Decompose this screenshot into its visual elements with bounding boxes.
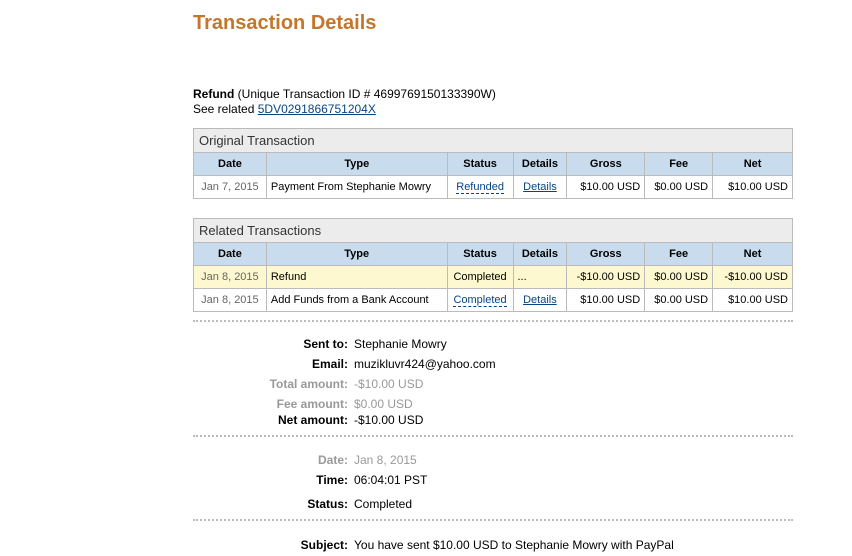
col-gross: Gross	[566, 152, 646, 176]
col-type: Type	[265, 242, 448, 266]
divider	[193, 320, 793, 322]
table-caption: Original Transaction	[193, 128, 793, 153]
table-row: Jan 7, 2015 Payment From Stephanie Mowry…	[193, 175, 793, 199]
time-label: Time:	[316, 473, 348, 487]
cell-net: $10.00 USD	[712, 175, 793, 199]
cell-type: Add Funds from a Bank Account	[265, 288, 448, 312]
cell-net: $10.00 USD	[712, 288, 793, 312]
table-caption: Related Transactions	[193, 218, 793, 243]
details-link[interactable]: Details	[523, 294, 557, 306]
time-value: 06:04:01 PST	[354, 473, 428, 487]
col-status: Status	[446, 152, 514, 176]
transaction-summary: Refund (Unique Transaction ID # 46997691…	[193, 87, 496, 101]
subject-label: Subject:	[300, 538, 348, 552]
divider	[193, 435, 793, 437]
cell-date: Jan 8, 2015	[193, 288, 267, 312]
see-related: See related 5DV0291866751204X	[193, 102, 376, 116]
sent-to-label: Sent to:	[303, 337, 348, 351]
date-value: Jan 8, 2015	[354, 453, 417, 467]
total-amount-label: Total amount:	[269, 377, 348, 391]
table-row: Jan 8, 2015 Refund Completed ... -$10.00…	[193, 265, 793, 289]
net-amount-value: -$10.00 USD	[354, 413, 424, 427]
cell-date: Jan 7, 2015	[193, 175, 267, 199]
cell-date: Jan 8, 2015	[193, 265, 267, 289]
cell-fee: $0.00 USD	[644, 288, 714, 312]
col-date: Date	[193, 152, 267, 176]
email-label: Email:	[311, 357, 348, 371]
cell-gross: $10.00 USD	[566, 288, 646, 312]
col-type: Type	[265, 152, 448, 176]
cell-gross: $10.00 USD	[566, 175, 646, 199]
cell-net: -$10.00 USD	[712, 265, 793, 289]
cell-fee: $0.00 USD	[644, 265, 714, 289]
see-related-label: See related	[193, 102, 255, 116]
cell-status: Completed	[446, 265, 514, 289]
status-link[interactable]: Refunded	[456, 181, 504, 194]
status-value: Completed	[354, 497, 413, 511]
col-status: Status	[446, 242, 514, 266]
col-net: Net	[712, 242, 793, 266]
cell-gross: -$10.00 USD	[566, 265, 646, 289]
cell-type: Refund	[265, 265, 448, 289]
col-date: Date	[193, 242, 267, 266]
table-row: Jan 8, 2015 Add Funds from a Bank Accoun…	[193, 288, 793, 312]
subject-value: You have sent $10.00 USD to Stephanie Mo…	[354, 538, 674, 552]
col-details: Details	[512, 152, 568, 176]
cell-details: ...	[512, 265, 568, 289]
page-title: Transaction Details	[193, 12, 377, 34]
cell-fee: $0.00 USD	[644, 175, 714, 199]
related-transactions-table: Related Transactions Date Type Status Detai…	[193, 218, 793, 312]
email-value: muzikluvr424@yahoo.com	[354, 357, 496, 371]
transaction-kind: Refund	[193, 87, 235, 101]
related-transaction-link[interactable]: 5DV0291866751204X	[257, 102, 376, 116]
divider	[193, 519, 793, 521]
status-label: Status:	[307, 497, 348, 511]
sent-to-value: Stephanie Mowry	[354, 337, 447, 351]
transaction-id: (Unique Transaction ID # 469976915013339…	[237, 87, 496, 101]
status-link[interactable]: Completed	[453, 294, 507, 307]
col-fee: Fee	[644, 152, 714, 176]
col-net: Net	[712, 152, 793, 176]
original-transaction-table: Original Transaction Date Type Status Detai…	[193, 128, 793, 199]
fee-amount-value: $0.00 USD	[354, 397, 413, 411]
col-details: Details	[512, 242, 568, 266]
col-fee: Fee	[644, 242, 714, 266]
date-label: Date:	[317, 453, 348, 467]
cell-type: Payment From Stephanie Mowry	[265, 175, 448, 199]
total-amount-value: -$10.00 USD	[354, 377, 424, 391]
col-gross: Gross	[566, 242, 646, 266]
details-link[interactable]: Details	[523, 181, 557, 193]
net-amount-label: Net amount:	[278, 413, 348, 427]
fee-amount-label: Fee amount:	[276, 397, 348, 411]
